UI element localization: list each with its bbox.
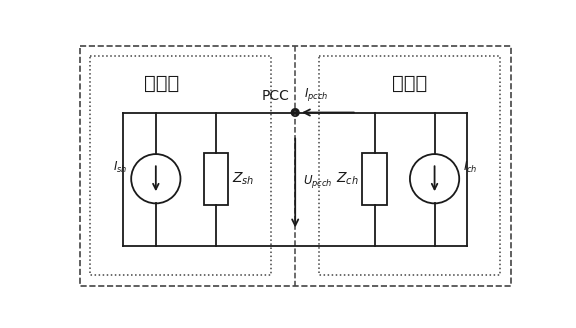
Bar [319,56,500,275]
Bar [203,153,228,205]
Text: PCC: PCC [261,89,289,103]
Text: $\mathit{U}_{pcch}$: $\mathit{U}_{pcch}$ [303,173,332,190]
Bar [362,153,387,205]
Text: $\mathit{I}_{sh}$: $\mathit{I}_{sh}$ [113,160,127,175]
Text: $\mathit{I}_{ch}$: $\mathit{I}_{ch}$ [463,160,478,175]
Text: $\mathit{I}_{pcch}$: $\mathit{I}_{pcch}$ [305,86,329,103]
Text: $Z_{sh}$: $Z_{sh}$ [232,171,255,187]
Bar [90,56,271,275]
Text: 用户侧: 用户侧 [392,74,427,93]
Text: 系统侧: 系统侧 [145,74,180,93]
Text: $Z_{ch}$: $Z_{ch}$ [336,171,358,187]
Circle shape [291,109,299,116]
